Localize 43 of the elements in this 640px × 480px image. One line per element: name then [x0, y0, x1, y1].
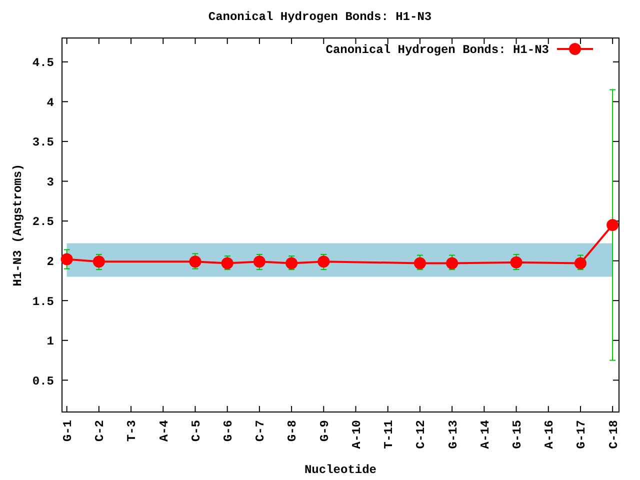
y-tick-label: 3	[46, 175, 54, 190]
point	[221, 257, 234, 270]
point	[60, 253, 73, 266]
point	[510, 256, 522, 268]
x-tick-label: G-6	[222, 420, 236, 442]
x-tick-label: A-14	[478, 420, 492, 449]
x-tick-label: C-2	[93, 420, 108, 442]
x-tick-label: G-8	[286, 420, 300, 442]
point	[446, 257, 458, 270]
point	[574, 257, 586, 270]
point	[189, 256, 202, 268]
point	[318, 256, 330, 268]
x-tick-label: C-18	[606, 420, 621, 449]
x-tick-label: T-3	[125, 420, 140, 442]
y-tick-label: 4	[46, 96, 54, 110]
x-tick-label: A-4	[157, 420, 172, 442]
y-tick-label: 2	[46, 255, 54, 270]
x-tick-label: T-11	[382, 420, 396, 449]
x-tick-label: G-9	[318, 420, 332, 442]
y-axis-title: H1-N3 (Angstroms)	[11, 164, 26, 286]
point	[606, 219, 619, 231]
x-tick-label: A-10	[350, 420, 364, 449]
y-tick-label: 0.5	[32, 374, 54, 388]
point	[253, 256, 266, 268]
x-tick-label: C-5	[189, 420, 204, 442]
y-tick-label: 3.5	[32, 136, 54, 150]
x-tick-label: C-7	[254, 420, 268, 442]
chart-title: Canonical Hydrogen Bonds: H1-N3	[208, 10, 432, 24]
point	[92, 256, 105, 268]
legend-label: Canonical Hydrogen Bonds: H1-N3	[326, 43, 549, 58]
y-tick-label: 1	[46, 334, 54, 349]
x-tick-label: C-12	[414, 420, 428, 449]
x-tick-label: G-13	[446, 420, 460, 449]
x-tick-label: A-16	[542, 420, 557, 449]
x-tick-label: G-15	[510, 420, 524, 449]
y-tick-label: 4.5	[32, 56, 54, 70]
x-axis-title: Nucleotide	[304, 463, 377, 477]
x-tick-label: G-17	[574, 420, 589, 449]
point	[286, 257, 298, 270]
y-tick-label: 1.5	[32, 294, 54, 309]
y-tick-label: 2.5	[32, 215, 54, 230]
x-tick-label: G-1	[61, 420, 76, 442]
point	[414, 257, 426, 270]
